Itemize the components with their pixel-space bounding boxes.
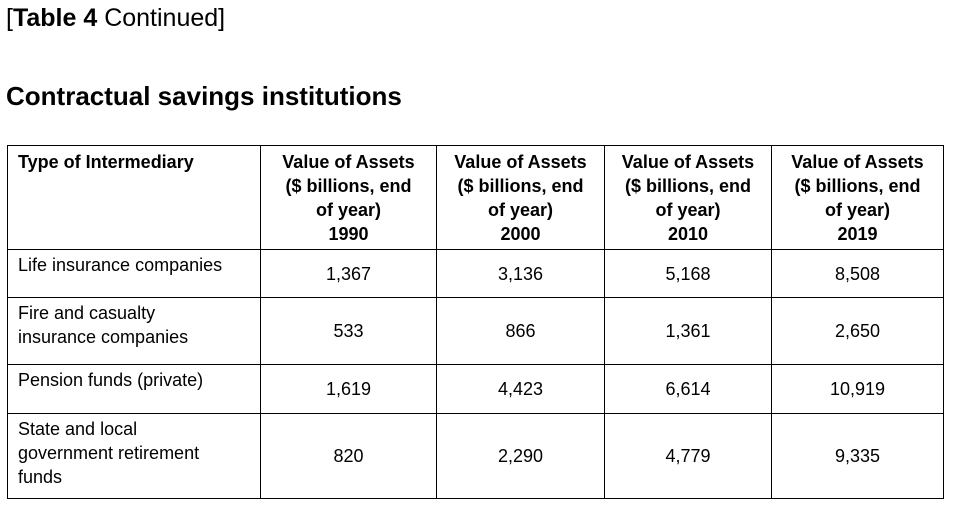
row-type-line: insurance companies [18,327,189,347]
header-type-of-intermediary: Type of Intermediary [7,145,261,250]
row-type-cell: Life insurance companies [7,249,261,298]
row-type-line: Fire and casualty [18,303,156,323]
value-cell-2000: 4,423 [436,364,605,414]
value-cell-2000: 2,290 [436,413,605,499]
value-cell-2010: 6,614 [604,364,772,414]
value-cell-2019: 2,650 [771,297,944,365]
caption-continued: Continued] [97,4,226,32]
table-row: Pension funds (private) 1,619 4,423 6,61… [7,364,944,414]
header-line: ($ billions, end [457,176,584,196]
table-caption: [Table 4 Continued] [6,3,225,33]
header-line: ($ billions, end [285,176,412,196]
header-year: 1990 [328,224,369,244]
table-row: State and local government retirement fu… [7,413,944,499]
value-cell-2010: 5,168 [604,249,772,298]
row-type-line: State and local [18,419,138,439]
header-row: Type of Intermediary Value of Assets ($ … [7,145,944,250]
row-type-line: Pension funds (private) [18,370,204,390]
header-line: of year) [315,200,382,220]
caption-table-number: Table 4 [12,4,98,32]
header-line: of year) [655,200,721,220]
value-cell-1990: 1,619 [260,364,437,414]
row-type-line: Life insurance companies [18,255,223,275]
value-cell-2000: 3,136 [436,249,605,298]
row-type-line: government retirement [18,443,200,463]
header-line: Value of Assets [454,152,587,172]
value-cell-2019: 10,919 [771,364,944,414]
header-2000: Value of Assets ($ billions, end of year… [436,145,605,250]
header-2019: Value of Assets ($ billions, end of year… [771,145,944,250]
header-line: Value of Assets [791,152,924,172]
value-cell-1990: 1,367 [260,249,437,298]
header-year: 2019 [837,224,878,244]
value-cell-2019: 8,508 [771,249,944,298]
section-heading: Contractual savings institutions [6,81,402,111]
row-type-cell: Fire and casualty insurance companies [7,297,261,365]
value-cell-1990: 820 [260,413,437,499]
header-line: Value of Assets [282,152,415,172]
header-line: ($ billions, end [624,176,751,196]
value-cell-1990: 533 [260,297,437,365]
header-1990: Value of Assets ($ billions, end of year… [260,145,437,250]
header-year: 2010 [667,224,709,244]
row-type-cell: State and local government retirement fu… [7,413,261,499]
assets-table: Type of Intermediary Value of Assets ($ … [7,145,944,499]
value-cell-2019: 9,335 [771,413,944,499]
header-line: of year) [487,200,554,220]
table-row: Fire and casualty insurance companies 53… [7,297,944,365]
row-type-line: funds [18,467,63,487]
header-line: Value of Assets [621,152,755,172]
row-type-cell: Pension funds (private) [7,364,261,414]
value-cell-2010: 4,779 [604,413,772,499]
value-cell-2010: 1,361 [604,297,772,365]
table-row: Life insurance companies 1,367 3,136 5,1… [7,249,944,298]
caption-open-bracket: [ [6,4,13,32]
header-line: ($ billions, end [794,176,921,196]
header-line: of year) [824,200,891,220]
header-year: 2000 [500,224,541,244]
header-2010: Value of Assets ($ billions, end of year… [604,145,772,250]
value-cell-2000: 866 [436,297,605,365]
